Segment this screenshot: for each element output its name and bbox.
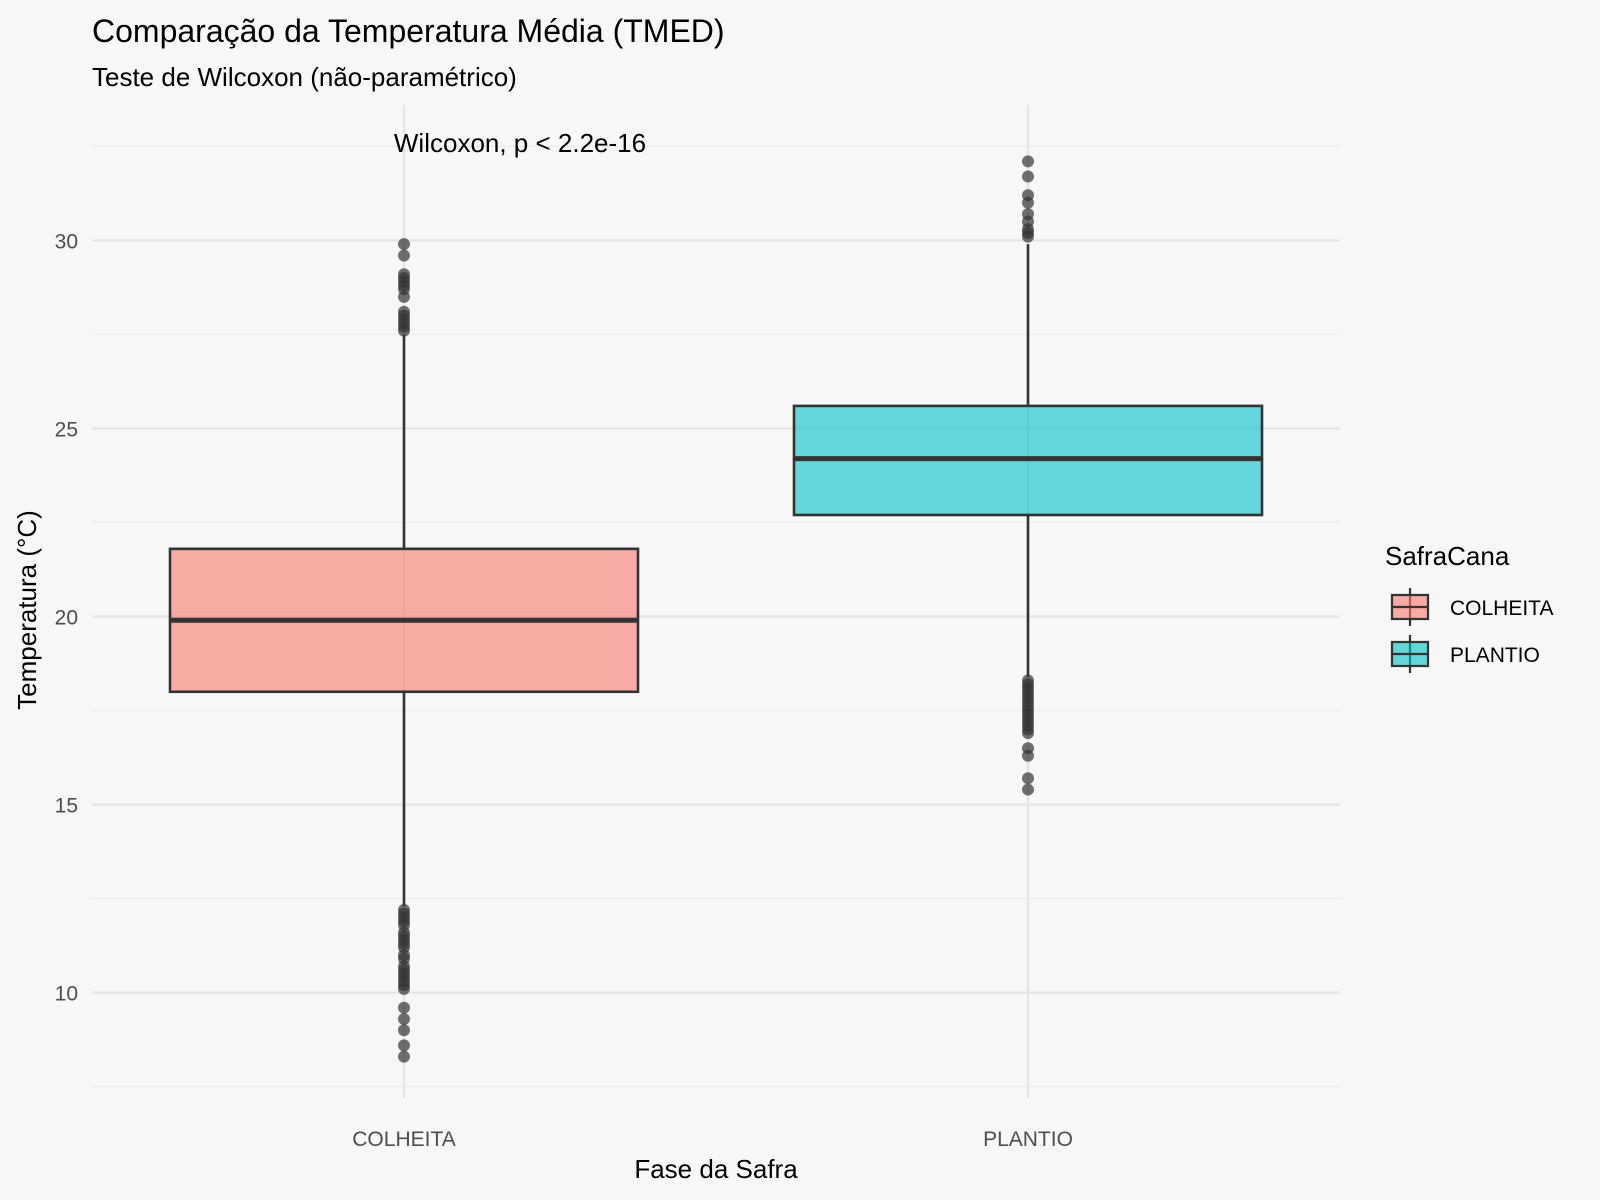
legend-title: SafraCana (1385, 541, 1510, 571)
box-plantio (792, 155, 1264, 796)
outlier-point (398, 1013, 410, 1026)
outlier-point (1022, 170, 1034, 183)
outlier-point (398, 1001, 410, 1014)
y-tick-label: 30 (55, 230, 78, 253)
outlier-point (1022, 155, 1034, 168)
outlier-point (1022, 783, 1034, 796)
y-tick-label: 10 (55, 983, 78, 1006)
outlier-point (398, 982, 410, 995)
y-tick-label: 15 (55, 795, 78, 818)
chart-subtitle: Teste de Wilcoxon (não-paramétrico) (92, 62, 517, 92)
y-tick-label: 25 (55, 418, 78, 441)
outlier-point (398, 1039, 410, 1052)
outlier-point (1022, 727, 1034, 740)
legend-item-plantio: PLANTIO (1390, 635, 1540, 673)
outlier-point (398, 1050, 410, 1063)
outlier-point (1022, 749, 1034, 762)
legend-label: COLHEITA (1450, 597, 1553, 620)
x-axis-label: Fase da Safra (634, 1154, 798, 1184)
x-tick-label: PLANTIO (983, 1128, 1073, 1151)
outlier-point (398, 290, 410, 303)
box-colheita (168, 238, 640, 1063)
outlier-point (398, 1024, 410, 1037)
outlier-point (1022, 230, 1034, 243)
outlier-point (398, 324, 410, 337)
legend-item-colheita: COLHEITA (1390, 588, 1553, 626)
outlier-point (1022, 196, 1034, 209)
test-annotation: Wilcoxon, p < 2.2e-16 (394, 128, 646, 158)
legend-label: PLANTIO (1450, 644, 1540, 667)
outlier-point (398, 238, 410, 251)
outlier-point (1022, 772, 1034, 785)
boxes (168, 155, 1264, 1063)
y-axis-label: Temperatura (°C) (12, 510, 42, 710)
x-tick-label: COLHEITA (352, 1128, 455, 1151)
x-axis-ticks: COLHEITA PLANTIO (352, 1128, 1073, 1151)
y-axis-ticks: 10 15 20 25 30 (55, 230, 78, 1005)
y-tick-label: 20 (55, 607, 78, 630)
legend: SafraCana COLHEITA PLANTIO (1385, 541, 1553, 673)
outlier-point (398, 249, 410, 262)
chart-title: Comparação da Temperatura Média (TMED) (92, 13, 725, 49)
